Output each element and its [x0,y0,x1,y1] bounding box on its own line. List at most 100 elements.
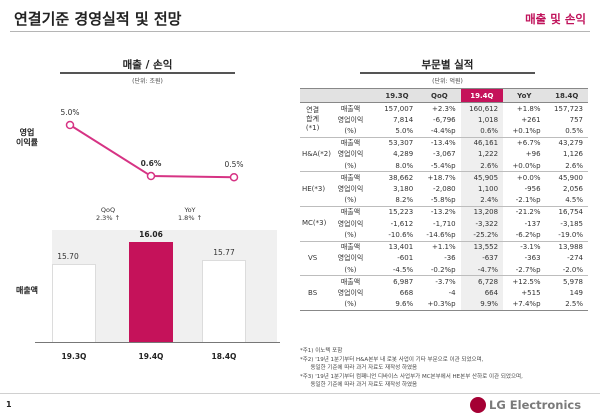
segment-name: HE(*3) [300,171,326,207]
qoq-label: QoQ [100,206,116,214]
table-cell: -3.7% [435,277,456,286]
table-cell: +0.3%p [418,298,461,311]
metric-label: 영업이익 [337,150,364,159]
metric-label: 매출액 [340,139,361,148]
col-header-yoy: YoY [503,88,546,103]
right-section-rule [360,72,535,74]
table-cell: -3.1% [520,243,541,252]
table-cell: 6,728 [460,275,504,288]
table-row: MC(*3) 매출액 15,223 -13.2% 13,208 -21.2% 16,754 [300,206,588,242]
metric-label: (%) [325,229,376,242]
table-cell: -36 [444,254,456,263]
table-cell: 8.0% [375,160,419,173]
table-cell: -3,322 [460,217,504,230]
table-cell: 2.6% [545,160,588,173]
revenue-value-label: 15.70 [57,252,79,261]
table-cell: 757 [569,115,583,124]
x-tick-label: 19.4Q [138,352,164,361]
footnote-line: 동일한 기준에 따라 과거 자료도 재작성 하였음 [300,382,418,388]
segment-results-table: 19.3Q QoQ 19.4Q YoY 18.4Q 연결 합계(*1) 매출액 15… [300,88,588,311]
metric-label: 영업이익 [337,254,364,263]
segment-name: MC(*3) [300,206,326,242]
table-cell: +96 [525,150,541,159]
table-cell: -14.6%p [418,229,461,242]
table-cell: 5,978 [562,277,583,286]
table-cell: 1,018 [460,114,504,126]
table-cell: 45,900 [558,173,584,182]
table-cell: -6,796 [433,115,456,124]
table-cell: -0.2%p [418,264,461,277]
header-blank [300,88,376,103]
table-row: (%) -10.6% -14.6%p -25.2% -6.2%p -19.0% [300,229,588,242]
metric-label: 매출액 [340,208,361,217]
table-row: 영업이익 4,289 -3,067 1,222 +96 1,126 [300,148,588,161]
left-section-rule [60,72,235,74]
metric-label: 영업이익 [337,185,364,194]
table-row: BS 매출액 6,987 -3.7% 6,728 +12.5% 5,978 [300,275,588,311]
margin-point [229,172,239,182]
table-cell: 4.5% [545,194,588,207]
table-cell: 0.6% [460,125,504,138]
margin-value-label: 0.5% [224,160,244,170]
table-cell: -19.0% [545,229,588,242]
table-cell: -363 [524,254,541,263]
revenue-value-label: 16.06 [139,230,163,240]
revenue-value-label: 15.77 [213,247,235,257]
table-cell: 5.0% [375,125,419,138]
metric-label: 매출액 [340,277,361,286]
margin-line [69,124,235,179]
lg-logo-icon [470,397,486,413]
table-cell: 668 [399,289,414,298]
table-cell: -2.0% [545,264,588,277]
table-cell: +515 [521,289,541,298]
table-row: (%) 9.6% +0.3%p 9.9% +7.4%p 2.5% [300,298,588,311]
table-cell: 149 [569,289,583,298]
metric-label: 매출액 [340,243,361,252]
table-row: VS 매출액 13,401 +1.1% 13,552 -3.1% 13,988 [300,241,588,277]
col-header-19-3q: 19.3Q [375,88,419,103]
table-cell: -637 [460,252,504,265]
margin-point [146,171,156,181]
table-cell: 6,987 [393,277,414,286]
metric-label: 영업이익 [337,219,364,228]
table-row: (%) 8.0% -5.4%p 2.6% +0.0%p 2.6% [300,160,588,173]
table-row: 영업이익 3,180 -2,080 1,100 -956 2,056 [300,183,588,195]
table-cell: -10.6% [375,229,419,242]
right-unit-label: (단위: 억원) [432,78,463,85]
left-unit-label: (단위: 조원) [132,78,163,85]
revenue-axis-label: 매출액 [15,286,39,295]
table-cell: -13.2% [430,208,456,217]
table-cell: +12.5% [512,277,541,286]
revenue-bar [202,259,246,342]
table-cell: -4.4%p [418,125,461,138]
table-cell: -1,612 [390,219,414,228]
margin-value-label: 5.0% [60,108,80,117]
table-cell: -4 [448,289,456,298]
right-section-title: 부문별 실적 [421,59,474,71]
table-cell: -3,067 [433,150,456,159]
table-cell: 157,007 [384,104,414,113]
table-cell: 13,988 [558,243,584,252]
table-cell: +0.0% [516,173,541,182]
table-cell: -1,710 [433,219,456,228]
table-cell: 13,208 [460,206,504,218]
title-divider [10,31,590,32]
footnote-line: *주3) '19년 1분기부터 컴패니언 디바이스 사업부가 MC본부에서 HE… [300,373,523,380]
table-cell: 2.5% [545,298,588,311]
table-cell: -13.4% [430,139,456,148]
table-cell: 2,056 [562,185,583,194]
segment-name: BS [300,275,326,311]
table-cell: 1,100 [460,183,504,195]
metric-label: 매출액 [340,173,361,182]
table-cell: -4.5% [375,264,419,277]
x-axis-line [35,342,280,343]
table-cell: +18.7% [427,173,456,182]
table-cell: 7,814 [393,115,414,124]
table-cell: 38,662 [388,173,414,182]
section-label: 매출 및 손익 [525,12,586,26]
table-cell: -2,080 [433,185,456,194]
table-cell: 3,180 [393,185,414,194]
table-cell: 1,126 [562,150,583,159]
table-row: HE(*3) 매출액 38,662 +18.7% 45,905 +0.0% 45,900 [300,171,588,207]
page-number: 1 [6,400,12,409]
